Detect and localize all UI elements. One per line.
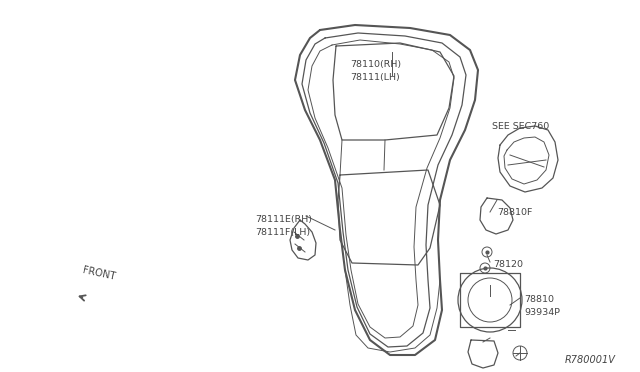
Text: 78110(RH): 78110(RH) (350, 60, 401, 69)
Text: 78111F(LH): 78111F(LH) (255, 228, 310, 237)
Text: SEE SEC760: SEE SEC760 (492, 122, 549, 131)
Text: FRONT: FRONT (82, 265, 116, 282)
Text: 78810F: 78810F (497, 208, 532, 217)
Text: 93934P: 93934P (524, 308, 560, 317)
Text: R780001V: R780001V (565, 355, 616, 365)
Text: 78111(LH): 78111(LH) (350, 73, 400, 82)
Text: 78111E(RH): 78111E(RH) (255, 215, 312, 224)
Text: 78810: 78810 (524, 295, 554, 304)
Text: 78120: 78120 (493, 260, 523, 269)
